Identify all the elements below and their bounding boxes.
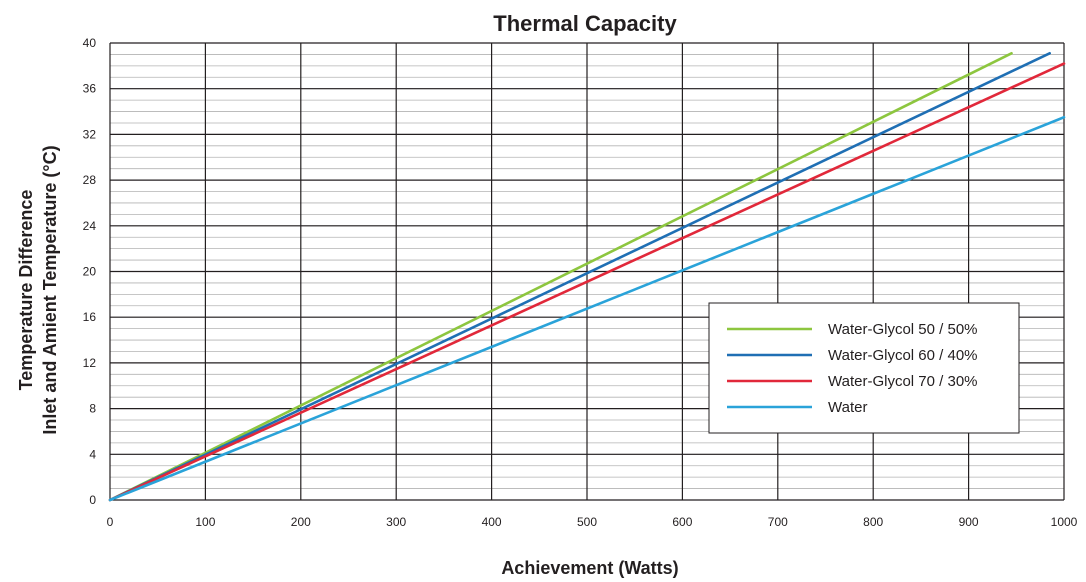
x-tick-label: 900 xyxy=(959,515,979,529)
x-tick-label: 1000 xyxy=(1051,515,1078,529)
y-tick-label: 8 xyxy=(89,402,96,416)
legend: Water-Glycol 50 / 50% Water-Glycol 60 / 4… xyxy=(708,302,1020,434)
series-line xyxy=(108,51,1013,502)
y-tick-label: 16 xyxy=(83,310,97,324)
y-tick-label: 4 xyxy=(89,447,96,461)
y-tick-label: 28 xyxy=(83,173,97,187)
y-tick-label: 20 xyxy=(83,265,97,279)
x-tick-label: 600 xyxy=(672,515,692,529)
series-lines xyxy=(108,51,1066,502)
x-axis-ticks: 0 100 200 300 400 500 600 700 800 900 1000 xyxy=(107,515,1078,529)
series-line xyxy=(108,115,1066,502)
legend-label: Water xyxy=(828,399,867,416)
y-axis-label-line2: Inlet and Amient Temperature (°C) xyxy=(40,145,60,434)
y-tick-label: 24 xyxy=(83,219,97,233)
y-tick-label: 40 xyxy=(83,36,97,50)
x-axis-label: Achievement (Watts) xyxy=(501,558,678,578)
x-tick-label: 300 xyxy=(386,515,406,529)
y-tick-label: 32 xyxy=(83,127,97,141)
x-tick-label: 800 xyxy=(863,515,883,529)
x-tick-label: 500 xyxy=(577,515,597,529)
legend-label: Water-Glycol 60 / 40% xyxy=(828,347,978,364)
y-axis-ticks: 0 4 8 12 16 20 24 28 32 36 40 xyxy=(83,36,97,507)
x-tick-label: 700 xyxy=(768,515,788,529)
y-tick-label: 0 xyxy=(89,493,96,507)
series-line xyxy=(108,62,1066,502)
x-tick-label: 0 xyxy=(107,515,114,529)
legend-label: Water-Glycol 50 / 50% xyxy=(828,321,978,338)
legend-label: Water-Glycol 70 / 30% xyxy=(828,373,978,390)
x-tick-label: 400 xyxy=(482,515,502,529)
y-tick-label: 12 xyxy=(83,356,97,370)
y-axis-label-line1: Temperature Difference xyxy=(16,190,36,391)
series-line xyxy=(108,51,1051,502)
x-tick-label: 200 xyxy=(291,515,311,529)
y-tick-label: 36 xyxy=(83,82,97,96)
legend-box xyxy=(708,302,1020,434)
x-tick-label: 100 xyxy=(195,515,215,529)
chart-title: Thermal Capacity xyxy=(493,11,677,36)
